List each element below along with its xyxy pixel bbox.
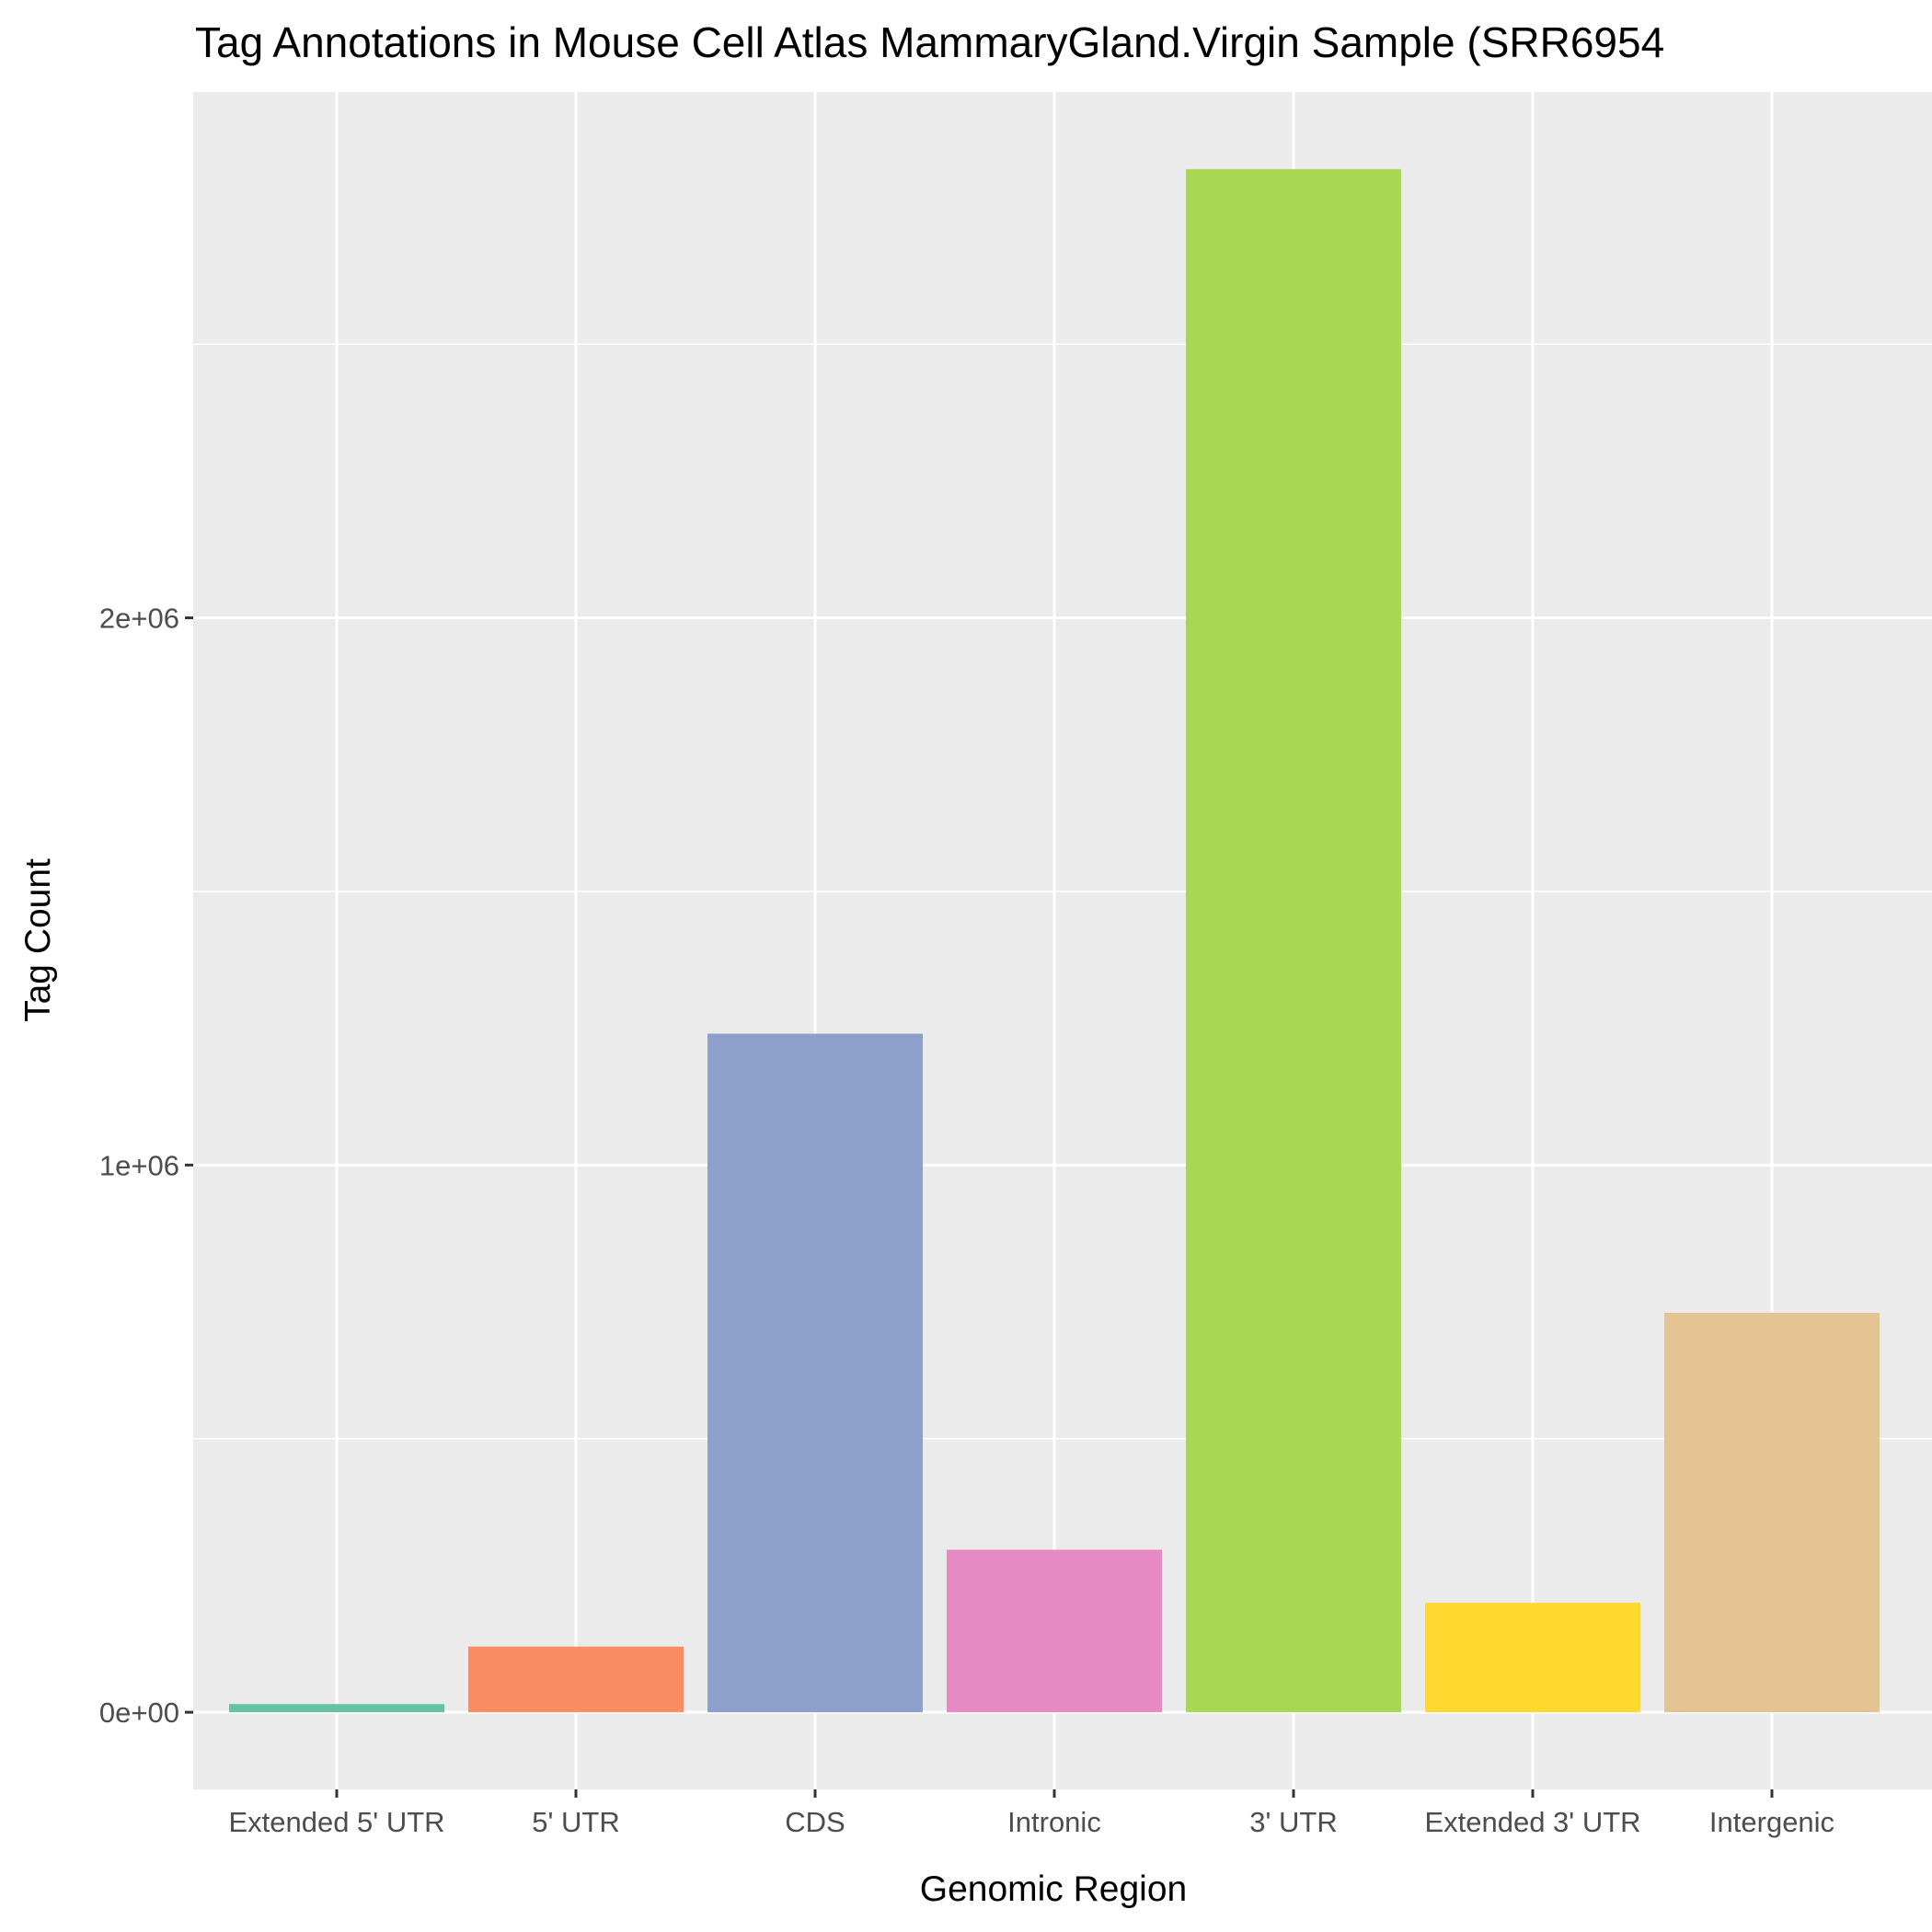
x-tick-label: Intergenic <box>1709 1806 1834 1838</box>
plot-panel <box>193 92 1932 1789</box>
x-axis-title: Genomic Region <box>920 1869 1187 1909</box>
x-tick-label: 5' UTR <box>532 1806 619 1838</box>
chart-title: Tag Annotations in Mouse Cell Atlas Mamm… <box>195 18 1664 66</box>
minor-gridlines <box>193 343 1932 1440</box>
bar <box>229 1704 444 1713</box>
bar <box>1186 168 1401 1713</box>
bar <box>1664 1312 1880 1713</box>
y-axis: 0e+00 1e+06 2e+06 <box>99 603 193 1729</box>
x-tick-label: 3' UTR <box>1249 1806 1337 1838</box>
bars <box>229 168 1880 1713</box>
x-tick-label: Intronic <box>1007 1806 1101 1838</box>
bar <box>947 1549 1162 1713</box>
x-tick-label: CDS <box>785 1806 845 1838</box>
x-tick-label: Extended 5' UTR <box>228 1806 444 1838</box>
bar <box>468 1646 684 1713</box>
y-tick-label: 2e+06 <box>99 603 179 635</box>
bar <box>707 1033 923 1713</box>
y-axis-title: Tag Count <box>18 858 58 1022</box>
y-tick-label: 1e+06 <box>99 1149 179 1181</box>
y-tick-label: 0e+00 <box>99 1696 179 1729</box>
bar <box>1425 1603 1640 1713</box>
x-axis: Extended 5' UTR 5' UTR CDS Intronic 3' UTR Ex… <box>228 1789 1834 1838</box>
x-tick-label: Extended 3' UTR <box>1424 1806 1640 1838</box>
